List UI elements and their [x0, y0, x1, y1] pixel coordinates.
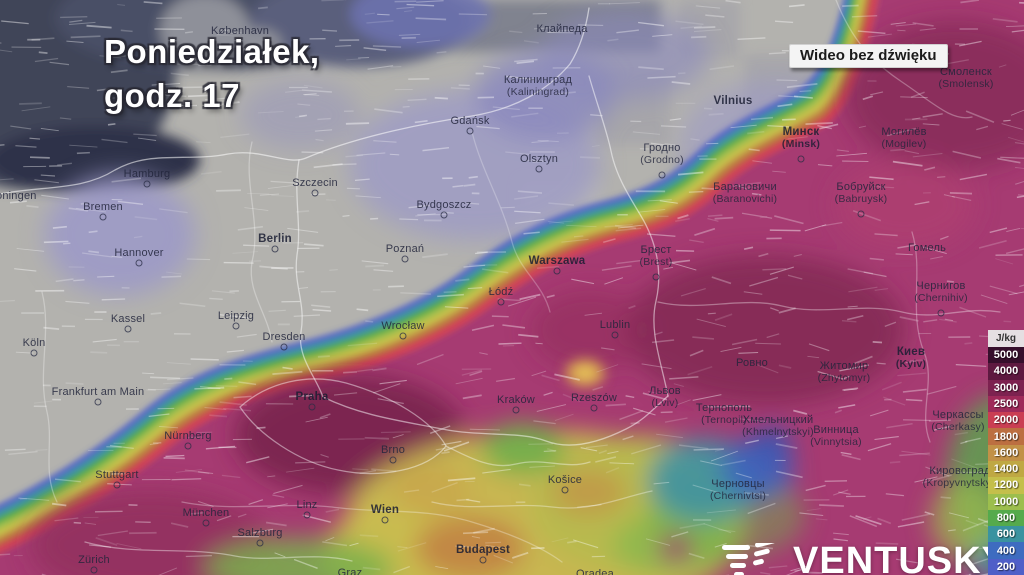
date-line-2: godz. 17 — [104, 77, 241, 114]
legend-row: 4000 — [988, 363, 1024, 380]
ventusky-logo[interactable]: VENTUSKY — [722, 538, 1008, 575]
date-line-1: Poniedziałek, — [104, 33, 320, 70]
legend-row: 200 — [988, 558, 1024, 575]
cape-hotspot — [565, 359, 605, 387]
legend-row: 800 — [988, 509, 1024, 527]
legend-row: 1200 — [988, 477, 1024, 494]
date-overlay: Poniedziałek, godz. 17 — [104, 30, 320, 118]
ventusky-logo-icon — [722, 538, 784, 575]
cape-legend: J/kg 5000 4000 3000 2500 2000 1800 1600 1400 120… — [988, 330, 1024, 575]
video-no-sound-button[interactable]: Wideo bez dźwięku — [789, 44, 948, 68]
legend-row: 5000 — [988, 347, 1024, 364]
legend-row: 1000 — [988, 493, 1024, 510]
legend-row: 1400 — [988, 460, 1024, 478]
legend-row: 3000 — [988, 379, 1024, 396]
legend-row: 400 — [988, 542, 1024, 559]
ventusky-logo-text: VENTUSKY — [793, 540, 1008, 575]
sea-region — [0, 0, 660, 194]
borders-layer — [0, 0, 1001, 563]
legend-row: 2000 — [988, 412, 1024, 429]
legend-row: 1600 — [988, 444, 1024, 461]
legend-row: 2500 — [988, 395, 1024, 413]
legend-row: 600 — [988, 526, 1024, 543]
legend-rows: 5000 4000 3000 2500 2000 1800 1600 1400 1200 1000… — [988, 347, 1024, 575]
legend-unit-label: J/kg — [988, 330, 1024, 347]
legend-row: 1800 — [988, 428, 1024, 445]
